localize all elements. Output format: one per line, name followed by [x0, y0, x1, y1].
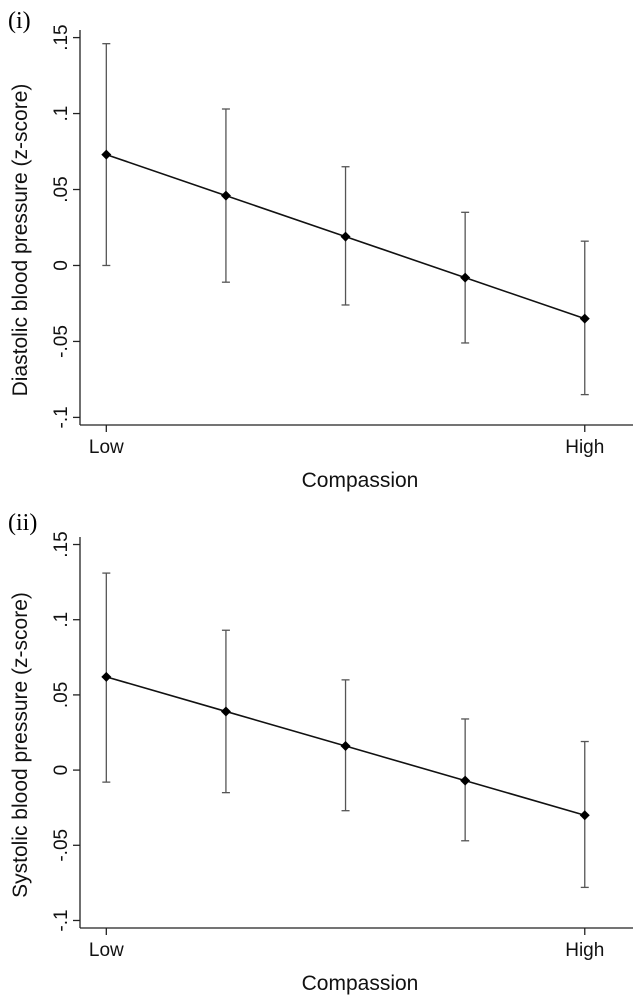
- y-tick-label: .15: [51, 531, 72, 557]
- axes: [79, 537, 633, 929]
- data-point: [220, 706, 231, 717]
- data-point: [340, 741, 351, 752]
- data-point: [579, 810, 590, 821]
- x-axis-ticks: Low High: [89, 425, 604, 458]
- y-axis-title: Systolic blood pressure (z-score): [9, 592, 32, 898]
- x-axis-title: Compassion: [302, 469, 419, 492]
- y-axis-title: Diastolic blood pressure (z-score): [9, 84, 32, 397]
- y-tick-label: .05: [51, 682, 72, 708]
- x-axis-title: Compassion: [302, 972, 419, 995]
- panel-label: (ii): [8, 510, 37, 536]
- data-point: [579, 313, 590, 324]
- x-tick-label: Low: [89, 940, 124, 961]
- chart-panel-systolic: (ii) Systolic blood pressure (z-score) C…: [8, 510, 633, 995]
- data-point: [101, 149, 112, 160]
- y-tick-label: .1: [51, 106, 72, 122]
- y-tick-label: .05: [51, 176, 72, 202]
- series-marks: [101, 572, 590, 889]
- series-marks: [101, 43, 590, 396]
- y-tick-label: .15: [51, 24, 72, 50]
- data-point: [101, 671, 112, 682]
- y-tick-label: 0: [51, 260, 72, 271]
- y-tick-label: -.05: [51, 829, 72, 862]
- y-axis-ticks: -.1 -.05 0 .05 .1 .15: [51, 24, 80, 428]
- axes: [79, 30, 633, 426]
- y-tick-label: .1: [51, 612, 72, 628]
- data-point: [460, 272, 471, 283]
- x-tick-label: High: [565, 437, 604, 458]
- y-tick-label: 0: [51, 765, 72, 776]
- y-axis-ticks: -.1 -.05 0 .05 .1 .15: [51, 531, 80, 932]
- data-point: [220, 190, 231, 201]
- y-tick-label: -.1: [51, 406, 72, 428]
- data-point: [460, 775, 471, 786]
- x-tick-label: High: [565, 940, 604, 961]
- x-axis-ticks: Low High: [89, 928, 604, 961]
- y-tick-label: -.1: [51, 909, 72, 931]
- y-tick-label: -.05: [51, 325, 72, 358]
- x-tick-label: Low: [89, 437, 124, 458]
- data-point: [340, 231, 351, 242]
- chart-panel-diastolic: (i) Diastolic blood pressure (z-score) C…: [8, 8, 633, 492]
- panel-label: (i): [8, 8, 31, 34]
